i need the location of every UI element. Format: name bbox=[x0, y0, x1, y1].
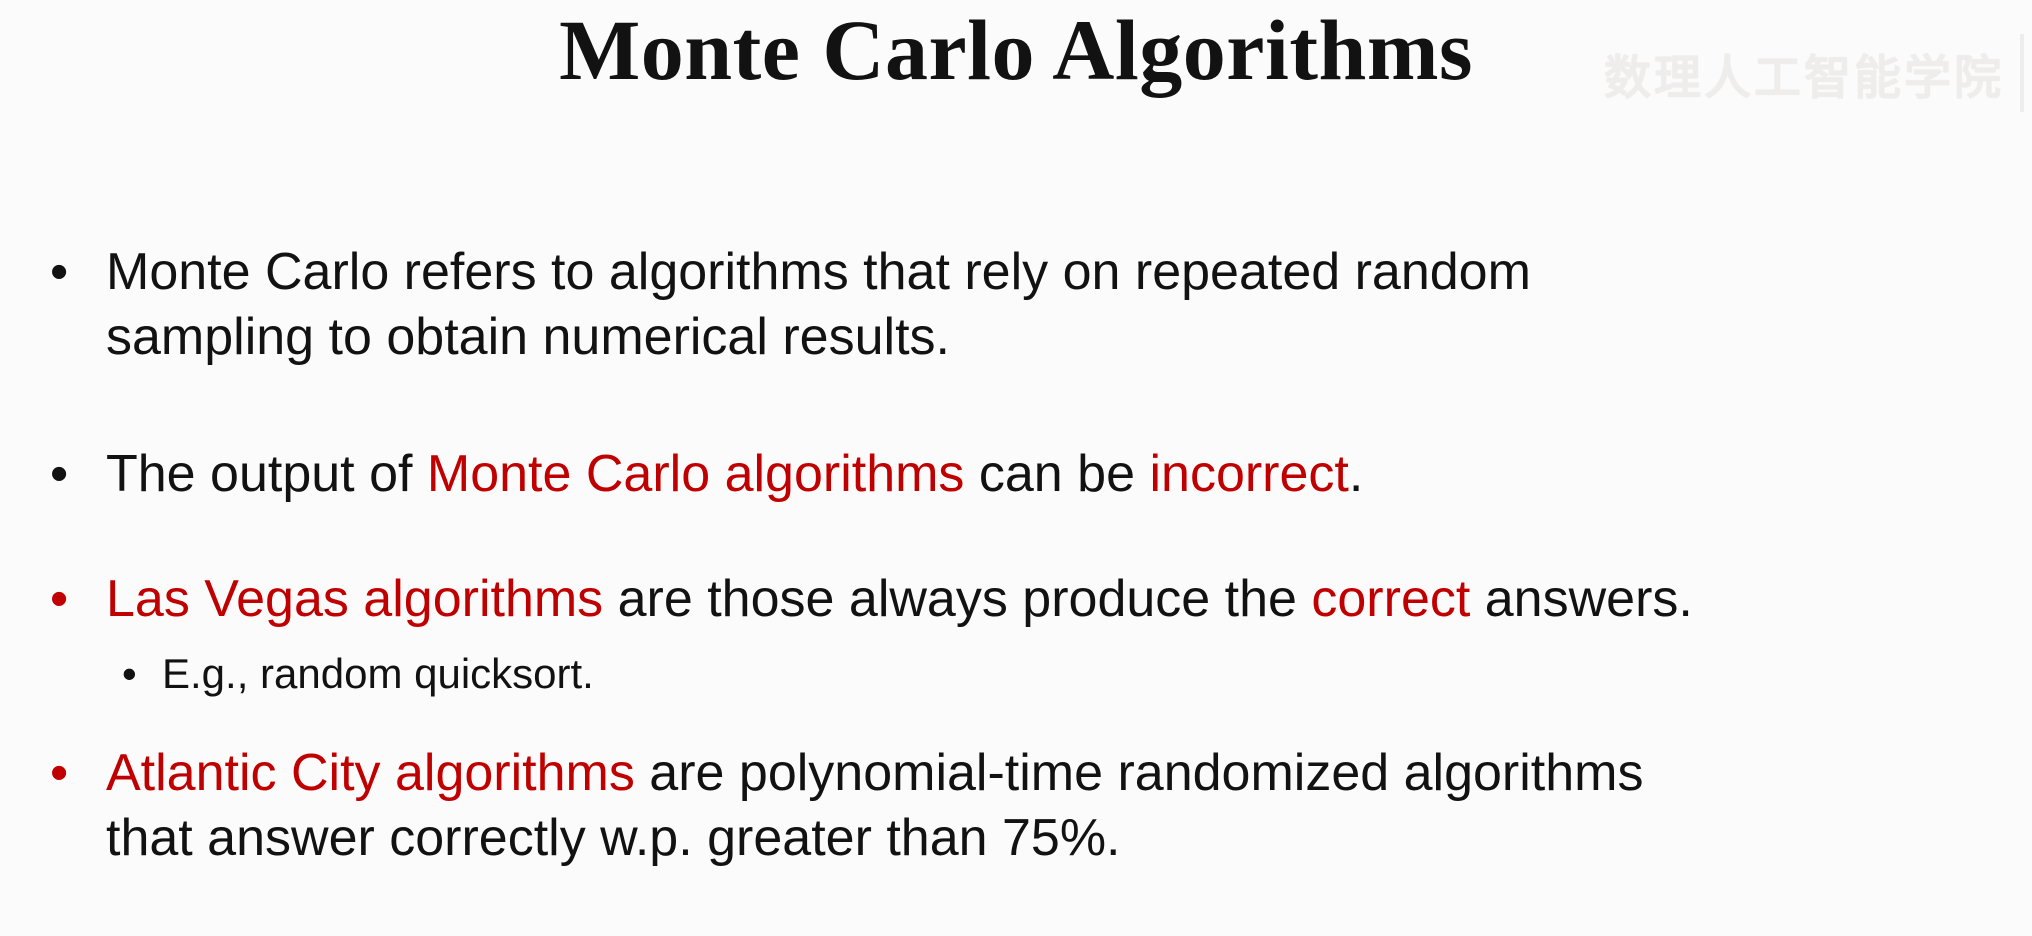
bullet-marker: • bbox=[50, 570, 69, 628]
list-item: • Monte Carlo refers to algorithms that r… bbox=[50, 240, 2014, 370]
watermark: 数理人工智能学院 bbox=[1604, 34, 2024, 112]
watermark-bar bbox=[2020, 34, 2024, 112]
text-segment: are those always produce the bbox=[603, 570, 1312, 628]
list-item: • Las Vegas algorithms are those always p… bbox=[50, 567, 2014, 632]
bullet-text: E.g., random quicksort. bbox=[162, 648, 2014, 701]
text-segment: Monte Carlo algorithms bbox=[426, 445, 965, 503]
bullet-text: Las Vegas algorithms are those always pr… bbox=[106, 567, 2014, 632]
text-segment: are polynomial-time randomized algorithm… bbox=[106, 743, 1644, 867]
bullet-marker: • bbox=[50, 243, 69, 301]
bullet-list: • Monte Carlo refers to algorithms that r… bbox=[50, 240, 2014, 871]
text-segment: . bbox=[1348, 445, 1364, 503]
list-item: • Atlantic City algorithms are polynomial… bbox=[50, 741, 2014, 871]
text-segment: Atlantic City algorithms bbox=[106, 743, 635, 802]
list-item: • E.g., random quicksort. bbox=[122, 648, 2014, 701]
watermark-text: 数理人工智能学院 bbox=[1604, 50, 2004, 104]
page-title: Monte Carlo Algorithms bbox=[559, 2, 1473, 98]
bullet-marker: • bbox=[50, 743, 69, 802]
bullet-text: Atlantic City algorithms are polynomial-… bbox=[106, 741, 2014, 871]
bullet-marker: • bbox=[122, 650, 137, 697]
text-segment: Las Vegas algorithms bbox=[106, 570, 604, 628]
text-segment: E.g., random quicksort. bbox=[162, 650, 594, 697]
text-segment: Monte Carlo refers to algorithms that re… bbox=[106, 243, 1531, 366]
text-segment: The output of bbox=[106, 445, 427, 503]
bullet-text: The output of Monte Carlo algorithms can… bbox=[106, 442, 2014, 507]
text-segment: correct bbox=[1311, 570, 1471, 628]
text-segment: can be bbox=[964, 445, 1150, 503]
text-segment: answers. bbox=[1470, 570, 1693, 628]
text-segment: incorrect bbox=[1149, 445, 1349, 503]
bullet-marker: • bbox=[50, 445, 69, 503]
list-item: • The output of Monte Carlo algorithms ca… bbox=[50, 442, 2014, 507]
slide-canvas: 数理人工智能学院 Monte Carlo Algorithms • Monte C… bbox=[0, 0, 2032, 867]
bullet-text: Monte Carlo refers to algorithms that re… bbox=[106, 240, 2014, 370]
